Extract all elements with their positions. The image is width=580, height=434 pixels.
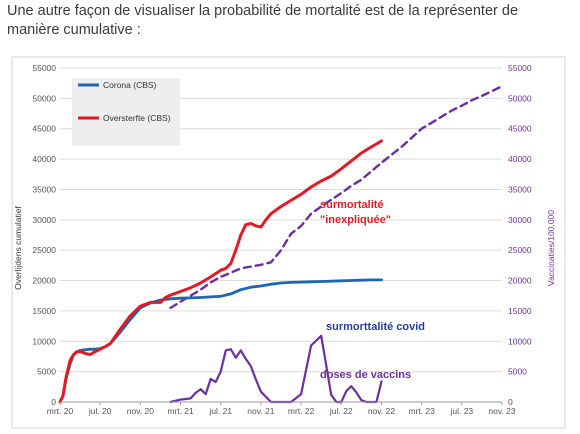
y-tick-left-4: 20000 bbox=[32, 276, 56, 286]
y-tick-left-3: 15000 bbox=[32, 306, 56, 316]
y-tick-left-11: 55000 bbox=[32, 63, 56, 73]
x-tick-label-3: mrt. 21 bbox=[167, 406, 194, 416]
x-tick-label-8: nov. 22 bbox=[368, 406, 396, 416]
axes: 0 5000 10000 15000 20000 25000 30000 35000 40000… bbox=[32, 63, 532, 416]
legend-label-corona: Corona (CBS) bbox=[103, 80, 157, 90]
y-tick-left-8: 40000 bbox=[32, 154, 56, 164]
y-tick-left-7: 35000 bbox=[32, 184, 56, 194]
annotations: surmortalité "inexpliquée" surmorttalité… bbox=[320, 199, 425, 381]
x-tick-label-0: mrt. 20 bbox=[47, 406, 74, 416]
x-tick-label-7: jul. 22 bbox=[329, 406, 353, 416]
x-tick-label-10: jul. 23 bbox=[449, 406, 473, 416]
y-tick-left-5: 25000 bbox=[32, 245, 56, 255]
series-line-oversterfte bbox=[58, 139, 383, 404]
y-tick-right-0: 0 bbox=[508, 397, 513, 407]
chart-svg: 0 5000 10000 15000 20000 25000 30000 35000 40000… bbox=[11, 56, 566, 429]
y-tick-right-6: 30000 bbox=[508, 215, 532, 225]
x-tick-label-1: jul. 20 bbox=[88, 406, 112, 416]
x-tick-label-2: nov. 20 bbox=[127, 406, 155, 416]
x-tick-label-5: nov. 21 bbox=[247, 406, 275, 416]
legend-label-oversterfte: Oversterfte (CBS) bbox=[103, 113, 171, 123]
annotation-surmortalite-line1: surmortalité bbox=[320, 199, 384, 211]
y-tick-right-11: 55000 bbox=[508, 63, 532, 73]
series-line-trend-dashed bbox=[169, 85, 504, 310]
y-tick-left-1: 5000 bbox=[37, 367, 56, 377]
x-tick-label-4: jul. 21 bbox=[208, 406, 232, 416]
x-tick-label-6: mrt. 22 bbox=[288, 406, 315, 416]
series-line-corona bbox=[58, 278, 383, 404]
y-tick-left-2: 10000 bbox=[32, 336, 56, 346]
series-line-vaccins bbox=[169, 334, 383, 404]
series-layer bbox=[58, 85, 504, 404]
intro-text: Une autre façon de visualiser la probabi… bbox=[7, 3, 519, 38]
y-tick-left-10: 50000 bbox=[32, 93, 56, 103]
x-tick-label-9: mrt. 23 bbox=[408, 406, 435, 416]
y-tick-right-7: 35000 bbox=[508, 184, 532, 194]
y-tick-right-1: 5000 bbox=[508, 367, 527, 377]
y-tick-right-10: 50000 bbox=[508, 93, 532, 103]
y-tick-left-0: 0 bbox=[51, 397, 56, 407]
y-tick-right-8: 40000 bbox=[508, 154, 532, 164]
annotation-surmortalite-line2: "inexpliquée" bbox=[320, 214, 391, 226]
y-tick-left-9: 45000 bbox=[32, 124, 56, 134]
y-tick-right-5: 25000 bbox=[508, 245, 532, 255]
y-axis-title-left: Overlijdens cumulatief bbox=[13, 206, 23, 290]
annotation-doses-vaccins: doses de vaccins bbox=[320, 369, 411, 381]
x-tick-label-11: nov. 23 bbox=[488, 406, 516, 416]
y-tick-right-2: 10000 bbox=[508, 336, 532, 346]
y-tick-right-3: 15000 bbox=[508, 306, 532, 316]
cumulative-mortality-chart: 0 5000 10000 15000 20000 25000 30000 35000 40000… bbox=[0, 48, 580, 429]
y-tick-left-6: 30000 bbox=[32, 215, 56, 225]
annotation-surmortalite-covid: surmorttalité covid bbox=[326, 321, 425, 333]
y-tick-right-9: 45000 bbox=[508, 124, 532, 134]
legend: Corona (CBS) Oversterfte (CBS) bbox=[72, 78, 180, 146]
legend-box bbox=[72, 78, 180, 146]
y-tick-right-4: 20000 bbox=[508, 276, 532, 286]
y-axis-title-right: Vaccinaties/100.000 bbox=[546, 210, 556, 286]
